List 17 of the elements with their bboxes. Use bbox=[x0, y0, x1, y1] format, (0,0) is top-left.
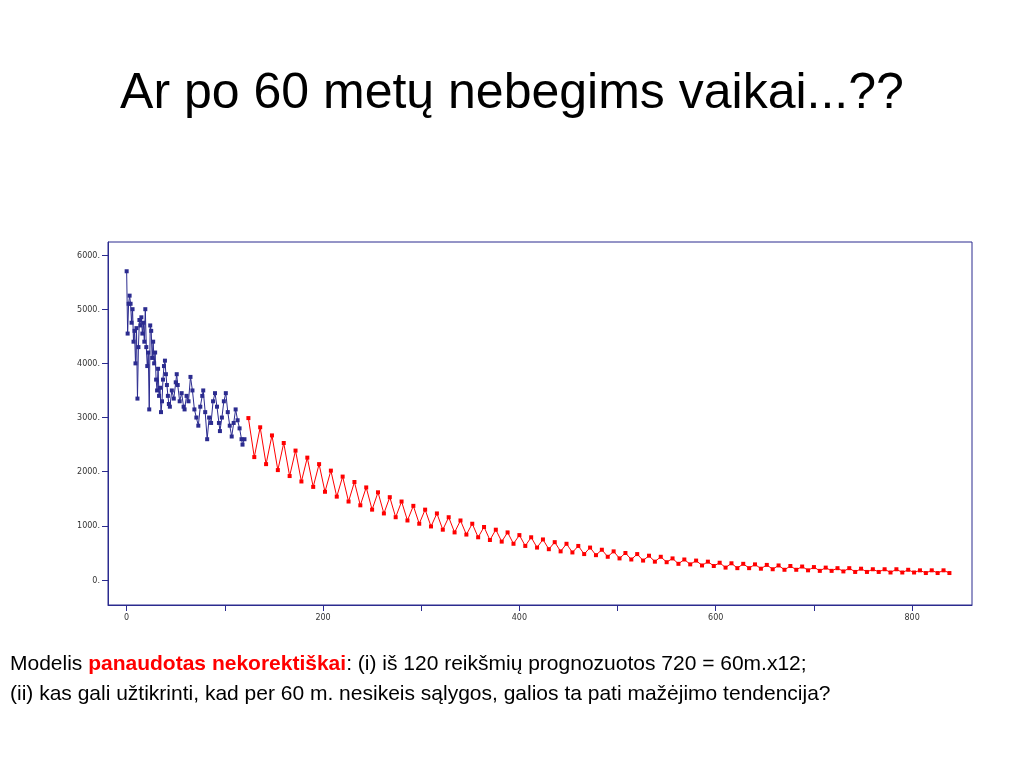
x-tick-label: 0 bbox=[124, 612, 130, 622]
x-tick-label: 800 bbox=[904, 612, 920, 622]
text: : (i) iš 120 reikšmių prognozuotos 720 = 60m.x12; bbox=[346, 651, 807, 674]
text: Modelis bbox=[10, 651, 84, 674]
y-tick-label: 5000. bbox=[77, 304, 100, 314]
chart-title: Ar po 60 metų nebegims vaikai...?? bbox=[119, 62, 905, 120]
x-tick-label: 600 bbox=[708, 612, 724, 622]
y-tick-label: 1000. bbox=[77, 521, 100, 531]
text: panaudotas nekorektiškai bbox=[88, 651, 347, 674]
text: (ii) kas gali užtikrinti, kad per 60 m. nesikeis sąlygos, galios ta pati mažėjimo tendencija? bbox=[10, 681, 831, 704]
y-tick-label: 2000. bbox=[77, 467, 100, 477]
y-tick-label: 4000. bbox=[77, 358, 100, 368]
x-tick-label: 400 bbox=[511, 612, 528, 622]
y-tick-label: 3000. bbox=[77, 413, 100, 423]
x-tick-label: 200 bbox=[315, 612, 331, 622]
y-tick-label: 0. bbox=[92, 575, 100, 585]
y-tick-label: 6000. bbox=[77, 250, 100, 260]
